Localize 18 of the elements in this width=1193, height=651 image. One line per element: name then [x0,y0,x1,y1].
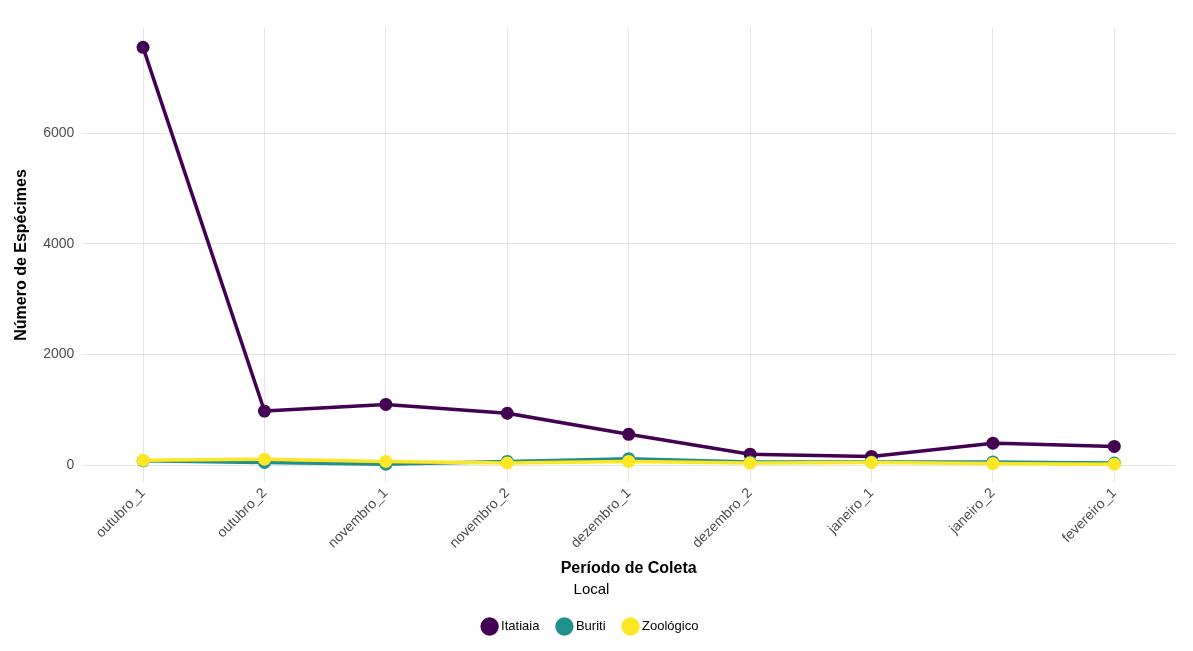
y-tick-label: 0 [66,456,75,473]
x-axis-title: Período de Coleta [560,558,697,576]
point [500,406,514,420]
y-tick-label: 6000 [43,124,75,141]
point [622,427,636,441]
legend-title: Local [573,579,610,597]
y-tick-label: 2000 [43,345,75,362]
point [136,40,150,54]
point [1107,439,1121,453]
point [986,436,1000,450]
legend-label: Zoológico [642,618,699,634]
legend-label: Itatiaia [501,618,541,634]
point [379,397,393,411]
point [257,452,271,466]
y-tick-label: 4000 [43,234,75,251]
point [257,404,271,418]
y-axis-title: Número de Espécimes [12,169,30,341]
legend-label: Buriti [575,618,606,634]
